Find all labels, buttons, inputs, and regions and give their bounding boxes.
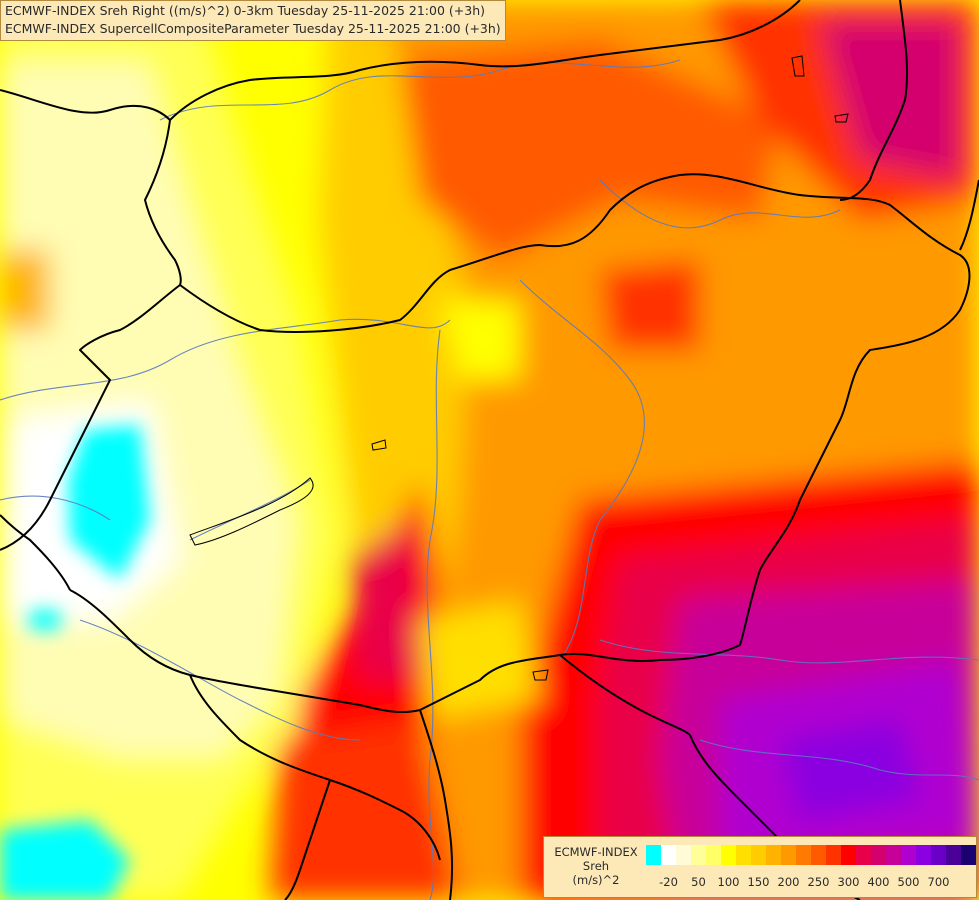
legend-tick-label: 400 bbox=[867, 875, 890, 889]
border-west-austria-2 bbox=[0, 284, 181, 551]
legend-caption: ECMWF-INDEX Sreh (m/s)^2 bbox=[550, 845, 642, 887]
border-bosnia bbox=[284, 779, 331, 900]
field-magenta-ne bbox=[820, 20, 960, 180]
border-west-austria bbox=[0, 89, 182, 286]
legend-tick-label: -20 bbox=[659, 875, 678, 889]
legend-tick-label: 200 bbox=[777, 875, 800, 889]
legend-swatches bbox=[646, 845, 976, 865]
legend-swatch bbox=[826, 845, 841, 865]
legend-swatch bbox=[706, 845, 721, 865]
legend-swatch bbox=[766, 845, 781, 865]
legend-tick-label: 50 bbox=[691, 875, 706, 889]
river-3 bbox=[426, 329, 441, 900]
legend-swatch bbox=[781, 845, 796, 865]
river-6 bbox=[699, 739, 979, 781]
legend-swatch bbox=[871, 845, 886, 865]
border-slovenia bbox=[0, 514, 71, 591]
river-9 bbox=[0, 495, 111, 521]
legend-swatch bbox=[901, 845, 916, 865]
legend-swatch bbox=[751, 845, 766, 865]
legend-swatch bbox=[961, 845, 976, 865]
field-red-north bbox=[400, 40, 780, 260]
border-croatia bbox=[189, 674, 441, 861]
legend-tick-label: 250 bbox=[807, 875, 830, 889]
field-cyan-patch-1 bbox=[68, 425, 150, 580]
legend-swatch bbox=[676, 845, 691, 865]
river-2 bbox=[0, 318, 451, 401]
map-title-line-2: ECMWF-INDEX SupercellCompositeParameter … bbox=[5, 21, 501, 36]
lake-balaton bbox=[189, 477, 314, 546]
field-cyan-patch-2 bbox=[30, 610, 60, 630]
field-cyan-patch-3 bbox=[0, 820, 130, 900]
lake-small-2 bbox=[532, 669, 549, 681]
border-romania-north bbox=[959, 179, 979, 251]
legend-swatch bbox=[661, 845, 676, 865]
lake-small-1 bbox=[371, 439, 387, 451]
legend-swatch bbox=[736, 845, 751, 865]
legend-variable: Sreh bbox=[582, 859, 610, 873]
rivers-layer bbox=[0, 59, 979, 900]
legend-swatch bbox=[811, 845, 826, 865]
border-serbia bbox=[419, 709, 454, 900]
field-red-hotspot bbox=[600, 260, 700, 350]
legend-swatch bbox=[796, 845, 811, 865]
legend-ticks: -20 50 100 150 200 250 300 400 500 700 bbox=[646, 875, 976, 889]
legend-swatch bbox=[946, 845, 961, 865]
border-romania-west bbox=[559, 654, 691, 736]
legend-model: ECMWF-INDEX bbox=[554, 845, 638, 859]
legend-tick-label: 700 bbox=[927, 875, 950, 889]
legend-swatch bbox=[691, 845, 706, 865]
legend-swatch bbox=[886, 845, 901, 865]
field-crimson-tongue-west bbox=[350, 520, 420, 680]
border-east-ukraine bbox=[839, 0, 909, 201]
legend-tick-label: 500 bbox=[897, 875, 920, 889]
border-slovakia-north bbox=[169, 0, 801, 121]
map-title-line-1: ECMWF-INDEX Sreh Right ((m/s)^2) 0-3km T… bbox=[5, 3, 485, 18]
legend-tick-label: 100 bbox=[717, 875, 740, 889]
legend-swatch bbox=[646, 845, 661, 865]
legend-swatch bbox=[721, 845, 736, 865]
legend-swatch bbox=[931, 845, 946, 865]
field-yellow-central bbox=[440, 300, 520, 380]
legend-tick-label: 150 bbox=[747, 875, 770, 889]
field-orange-west bbox=[0, 250, 50, 330]
legend-unit: (m/s)^2 bbox=[572, 873, 620, 887]
river-8 bbox=[599, 179, 841, 229]
map-title-box: ECMWF-INDEX Sreh Right ((m/s)^2) 0-3km T… bbox=[0, 0, 506, 41]
river-5 bbox=[599, 639, 979, 664]
color-legend: ECMWF-INDEX Sreh (m/s)^2 -20 50 100 150 200 2… bbox=[543, 836, 977, 898]
legend-swatch bbox=[916, 845, 931, 865]
lake-small-4 bbox=[791, 55, 805, 77]
legend-tick-label: 300 bbox=[837, 875, 860, 889]
lakes-layer bbox=[189, 55, 849, 681]
field-light-yellow-west bbox=[0, 0, 340, 900]
border-hungary bbox=[69, 173, 971, 714]
field-violet-southeast bbox=[780, 720, 920, 820]
river-1 bbox=[159, 59, 681, 121]
field-red-southwest bbox=[270, 720, 460, 900]
legend-swatch bbox=[856, 845, 871, 865]
field-gold-south bbox=[420, 600, 540, 720]
river-4 bbox=[519, 279, 645, 661]
legend-swatch bbox=[841, 845, 856, 865]
lake-small-3 bbox=[834, 113, 849, 123]
